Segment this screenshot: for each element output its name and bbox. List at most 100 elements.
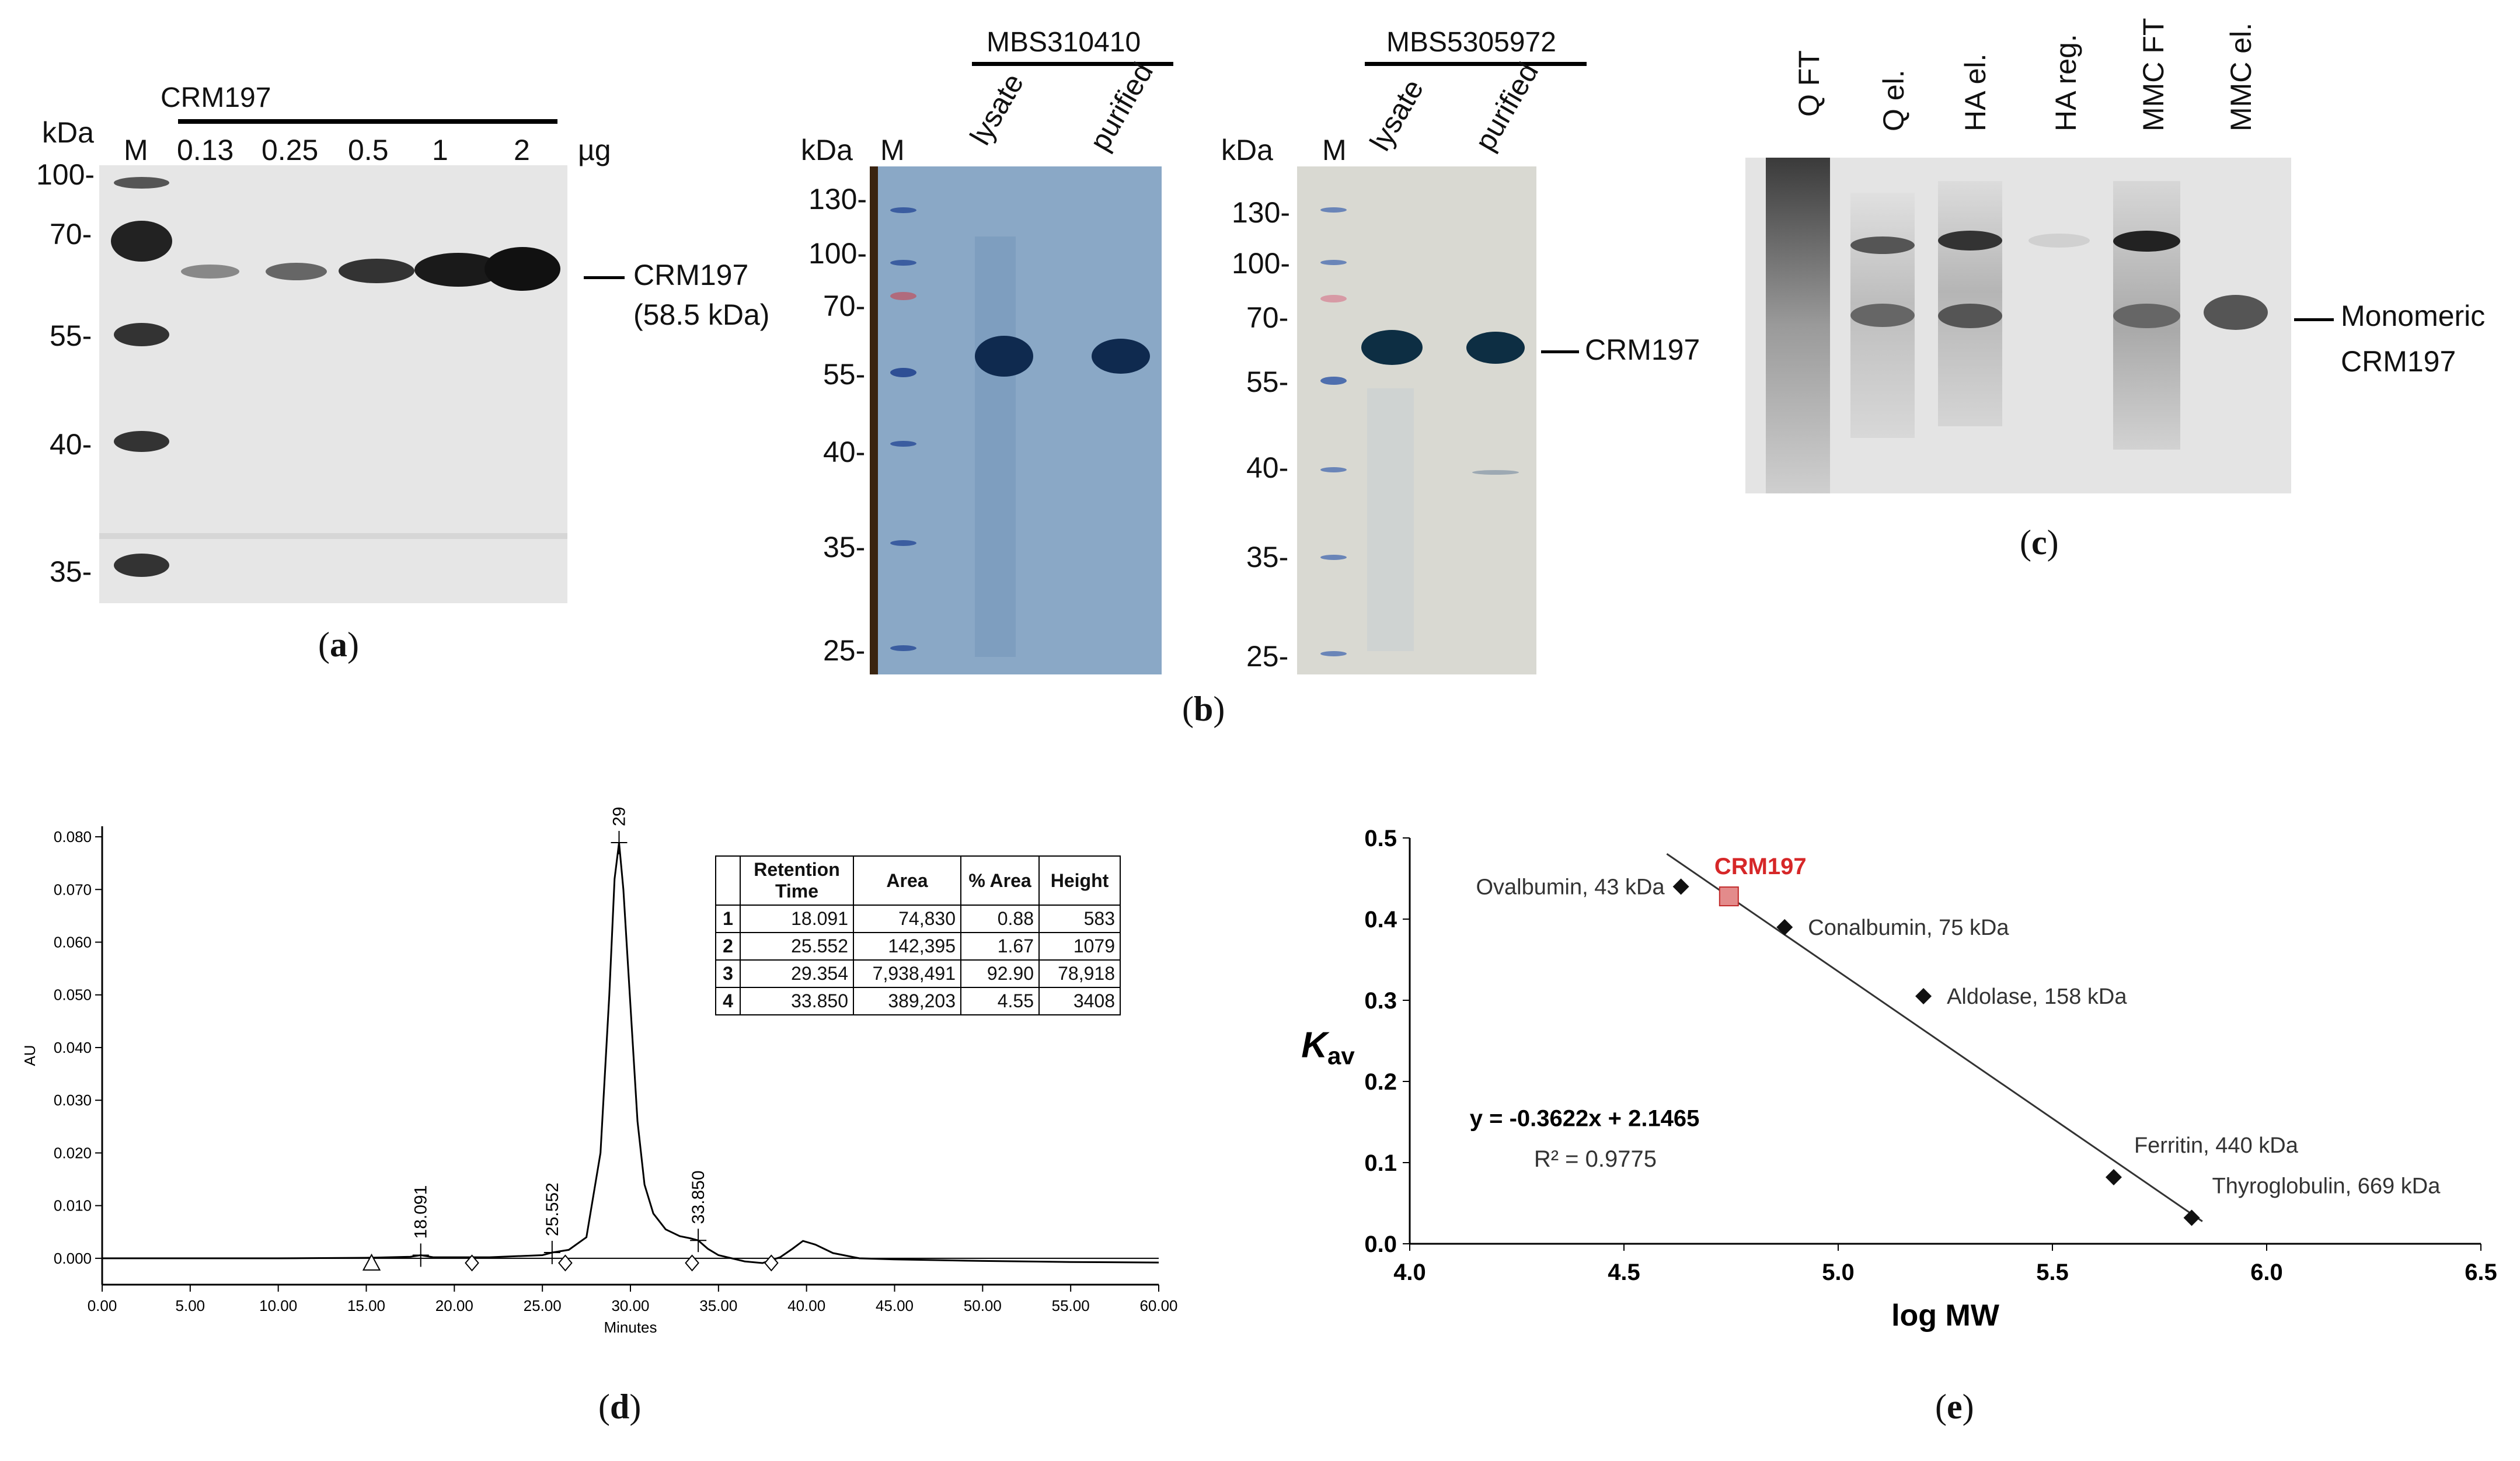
caption-a: (a) (318, 625, 359, 664)
peak-table-cell: 1.67 (960, 932, 1040, 961)
baseline-marker-diamond (465, 1254, 479, 1272)
r-squared: R² = 0.9775 (1534, 1146, 1657, 1172)
peak-table-cell: 18.091 (740, 905, 854, 933)
panel-b-gel1-kda: kDa (801, 134, 853, 166)
marker-band (1320, 207, 1347, 213)
panel-a-lane-3: 0.5 (348, 134, 389, 166)
gel-a (99, 165, 567, 603)
marker-band (890, 260, 916, 266)
peak-table-row: 2 25.552 142,395 1.67 1079 (715, 932, 1121, 961)
peak-table-cell: 74,830 (853, 905, 961, 933)
y-axis-label: Kav (1301, 1025, 1355, 1069)
marker-band (1320, 260, 1347, 265)
point-label: Ovalbumin, 43 kDa (1476, 875, 1665, 899)
sample-band (2028, 234, 2090, 248)
marker-band (890, 292, 916, 300)
sample-band (2204, 295, 2268, 330)
marker-band (890, 368, 916, 377)
y-tick-label: 0.2 (1364, 1069, 1397, 1095)
regression-line (1666, 853, 2203, 1222)
standard-point (1776, 919, 1793, 935)
x-tick-label: 40.00 (787, 1297, 825, 1314)
x-tick-label: 45.00 (876, 1297, 914, 1314)
x-tick-label: 6.0 (2250, 1260, 2283, 1285)
baseline-marker-triangle (362, 1253, 381, 1271)
panel-b-gel1-marker: M (880, 134, 905, 166)
crm197-point (1719, 886, 1739, 907)
peak-table-cell: 0.88 (960, 905, 1040, 933)
panel-a-lane-1: 0.13 (177, 134, 234, 166)
panel-a-ladder-35: 35- (50, 555, 92, 588)
sample-band (266, 263, 327, 280)
gel-edge (870, 166, 878, 674)
panel-a-band-label: CRM197 (633, 259, 749, 291)
gel1-ladder-25: 25- (823, 634, 866, 667)
peak-table-header-cell (715, 855, 741, 906)
panel-a-lane-5: 2 (514, 134, 530, 166)
peak-table-cell: 583 (1038, 905, 1121, 933)
y-tick-label: 0.080 (54, 828, 92, 846)
y-tick-label: 0.5 (1364, 826, 1397, 851)
panel-b-gel2-lane-purified: purified (1468, 57, 1545, 156)
peak-table-cell: 29.354 (740, 959, 854, 988)
y-tick-label: 0.010 (54, 1197, 92, 1215)
y-axis-label: AU (21, 1045, 39, 1066)
panel-a-lane-2: 0.25 (262, 134, 319, 166)
peak-table-row: 3 29.354 7,938,491 92.90 78,918 (715, 959, 1121, 988)
lane-smear (1766, 158, 1830, 493)
panel-a-lane-4: 1 (432, 134, 448, 166)
panel-a-ladder-100: 100- (36, 158, 95, 191)
x-tick-label: 35.00 (699, 1297, 737, 1314)
panel-c-band-pointer (2294, 318, 2334, 321)
panel-b-gel2-lane-lysate: lysate (1363, 74, 1430, 156)
peak-table-cell: 4 (715, 987, 741, 1015)
baseline-marker-diamond (558, 1254, 573, 1272)
panel-a-marker-lane: M (124, 134, 148, 166)
gel-b2 (1297, 166, 1536, 674)
sample-band (975, 336, 1033, 377)
standard-point (1915, 988, 1932, 1005)
peak-table-header: Retention Time Area % Area Height (715, 855, 1121, 906)
peak-table-cell: 1079 (1038, 932, 1121, 961)
gel1-ladder-35: 35- (823, 531, 866, 563)
chromatogram-chart: 0.00 5.00 10.00 15.00 20.00 25.00 30.00 35.00 40… (21, 806, 1178, 1336)
panel-b-gel2-title-bar (1365, 62, 1587, 66)
x-tick-label: 6.5 (2465, 1260, 2497, 1285)
caption-e: (e) (1935, 1387, 1974, 1426)
standard-point (2105, 1169, 2122, 1186)
sample-band (2113, 304, 2180, 328)
marker-band (114, 431, 169, 452)
y-tick-label: 0.1 (1364, 1150, 1397, 1176)
baseline-marker-diamond (685, 1254, 699, 1272)
peak-label: 33.850 (689, 1170, 708, 1224)
x-tick-label: 4.5 (1608, 1260, 1640, 1285)
y-tick-label: 0.020 (54, 1144, 92, 1161)
point-label: Conalbumin, 75 kDa (1808, 916, 2009, 940)
gel2-ladder-35: 35- (1246, 541, 1289, 573)
peak-table-cell: 3408 (1038, 987, 1121, 1015)
y-tick-label: 0.040 (54, 1039, 92, 1056)
gel1-ladder-40: 40- (823, 436, 866, 468)
kav-calibration-chart: 4.0 4.5 5.0 5.5 6.0 6.5 0.0 0.1 0.2 0.3 0.4 0.5 Ova… (1301, 826, 2497, 1333)
marker-band (114, 177, 169, 189)
x-tick-label: 5.00 (176, 1297, 205, 1314)
x-tick-label: 30.00 (611, 1297, 649, 1314)
peak-table-cell: 33.850 (740, 987, 854, 1015)
gel1-ladder-100: 100- (808, 237, 867, 270)
standard-point (2183, 1209, 2200, 1226)
peak-table-header-cell: Height (1038, 855, 1121, 906)
marker-band (1320, 651, 1347, 656)
sample-band (1092, 339, 1150, 374)
x-tick-label: 55.00 (1052, 1297, 1090, 1314)
panel-b-gel1-title: MBS310410 (987, 27, 1141, 58)
panel-b-gel1-lane-lysate: lysate (963, 68, 1030, 151)
regression-equation: y = -0.3622x + 2.1465 (1470, 1105, 1700, 1131)
sample-band (1850, 236, 1915, 254)
panel-a-group-label: CRM197 (161, 82, 271, 113)
peak-table-cell: 78,918 (1038, 959, 1121, 988)
gel2-ladder-55: 55- (1246, 366, 1289, 398)
marker-band (890, 441, 916, 447)
marker-band (1320, 377, 1347, 385)
panel-c-band-label-2: CRM197 (2341, 345, 2456, 378)
x-tick-label: 4.0 (1393, 1260, 1426, 1285)
